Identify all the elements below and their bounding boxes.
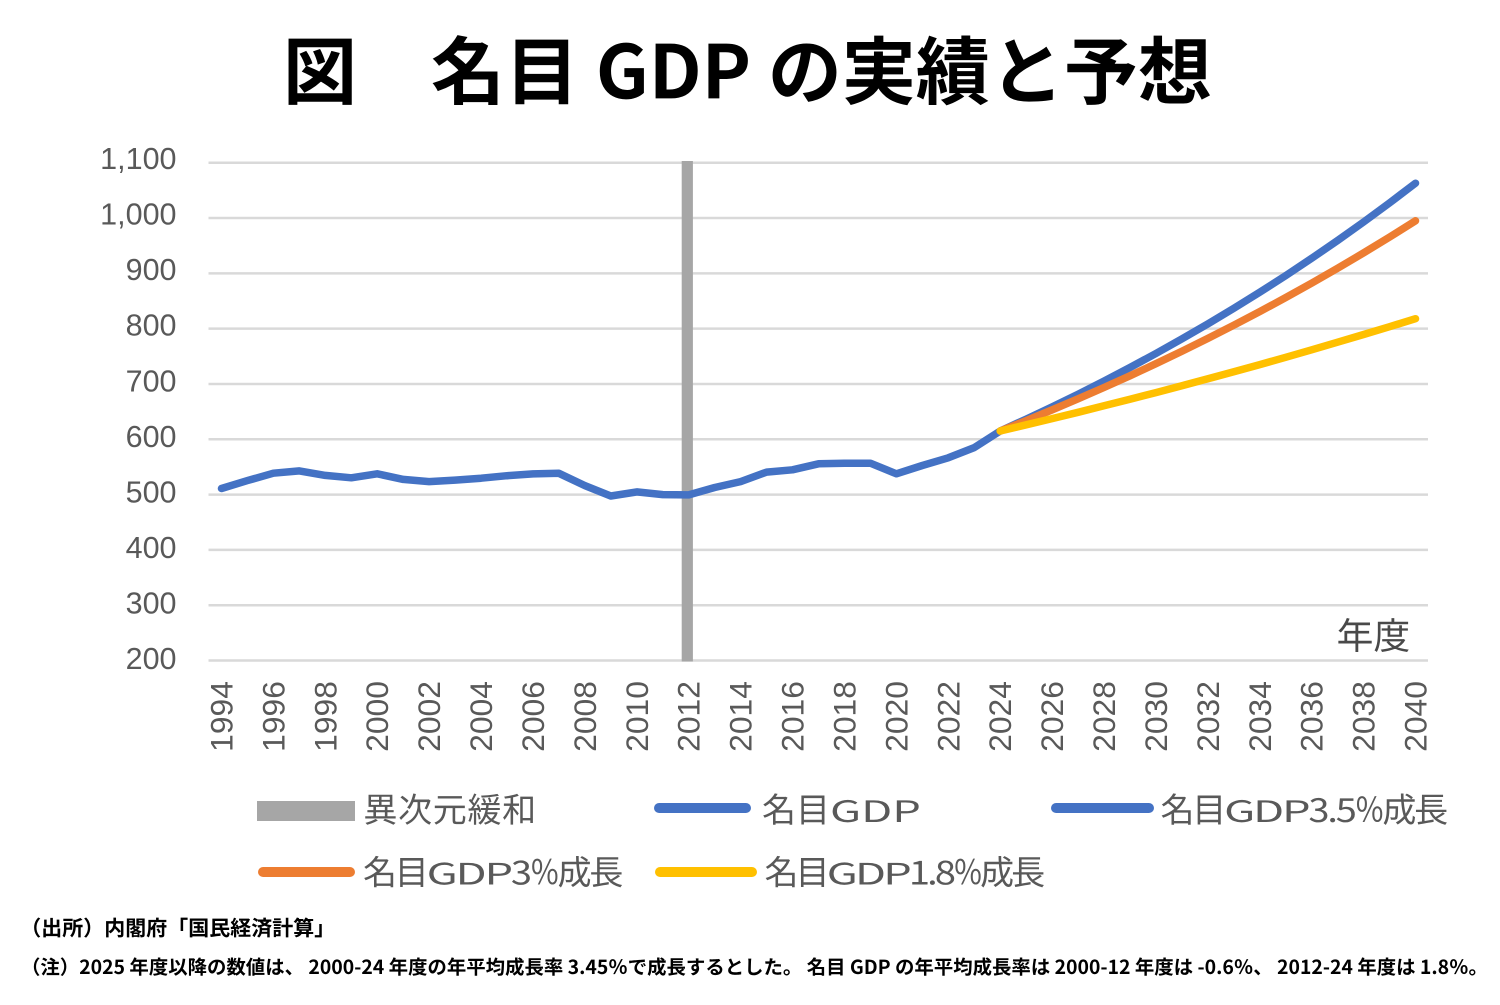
svg-text:2000: 2000 [359,681,395,752]
svg-text:400: 400 [126,531,177,565]
svg-text:2012: 2012 [671,681,707,752]
svg-text:2006: 2006 [515,681,551,752]
svg-text:2036: 2036 [1294,681,1330,752]
svg-text:500: 500 [126,476,177,510]
svg-text:2016: 2016 [775,681,811,752]
svg-text:2008: 2008 [567,681,603,752]
svg-text:200: 200 [126,642,177,676]
svg-text:1996: 1996 [255,681,291,752]
svg-text:300: 300 [126,587,177,621]
svg-text:2026: 2026 [1034,681,1070,752]
svg-text:2038: 2038 [1346,681,1382,752]
svg-text:600: 600 [126,420,177,454]
svg-text:2028: 2028 [1086,681,1122,752]
svg-text:2030: 2030 [1138,681,1174,752]
svg-text:2022: 2022 [930,681,966,752]
svg-text:2040: 2040 [1398,681,1434,752]
svg-text:2024: 2024 [982,681,1018,752]
svg-text:2018: 2018 [827,681,863,752]
svg-text:2034: 2034 [1242,681,1278,752]
svg-text:900: 900 [126,253,177,287]
svg-text:2032: 2032 [1190,681,1226,752]
svg-text:2010: 2010 [619,681,655,752]
svg-text:2020: 2020 [878,681,914,752]
svg-text:700: 700 [126,364,177,398]
svg-text:1994: 1994 [204,681,240,752]
svg-text:1,000: 1,000 [100,198,176,232]
svg-text:1998: 1998 [307,681,343,752]
svg-text:2002: 2002 [411,681,447,752]
svg-text:2004: 2004 [463,681,499,752]
svg-text:1,100: 1,100 [100,142,176,176]
svg-text:2014: 2014 [723,681,759,752]
svg-text:800: 800 [126,309,177,343]
